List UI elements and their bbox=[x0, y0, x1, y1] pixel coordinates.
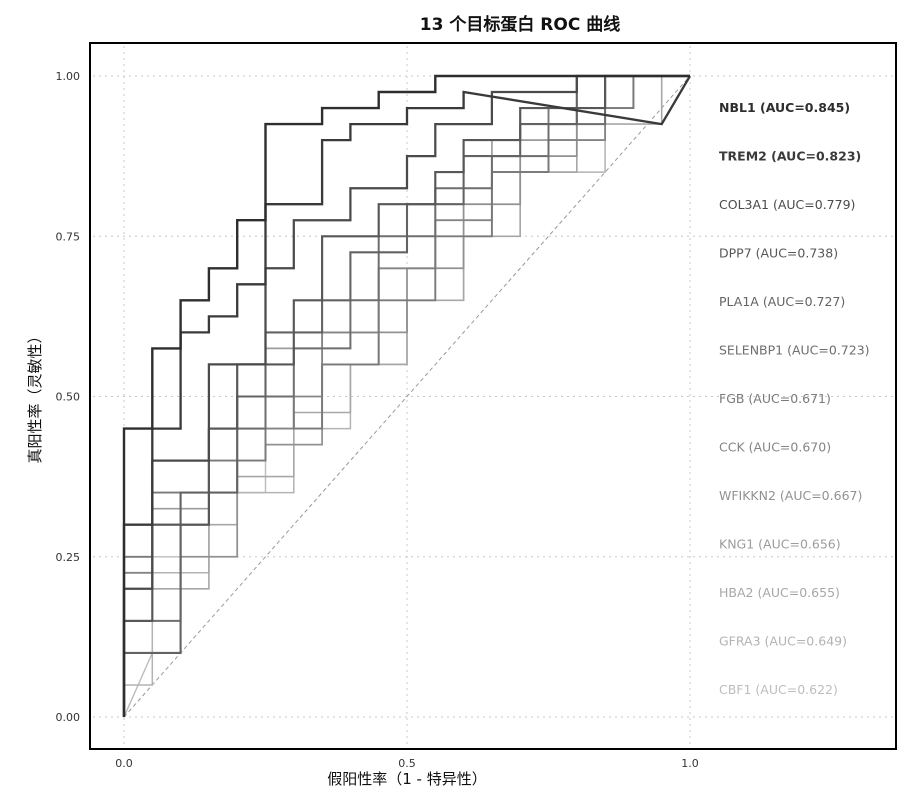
legend-entry: NBL1 (AUC=0.845) bbox=[719, 100, 850, 115]
y-tick-label: 1.00 bbox=[56, 70, 81, 83]
legend-entry: FGB (AUC=0.671) bbox=[719, 391, 831, 406]
legend-entry: HBA2 (AUC=0.655) bbox=[719, 585, 840, 600]
legend-entry: DPP7 (AUC=0.738) bbox=[719, 246, 838, 261]
x-axis-label: 假阳性率（1 - 特异性） bbox=[327, 770, 487, 788]
legend-entry: PLA1A (AUC=0.727) bbox=[719, 294, 845, 309]
x-axis-ticks: 0.0 0.5 1.0 bbox=[115, 757, 699, 770]
roc-curve-1 bbox=[122, 74, 690, 717]
legend-entry: SELENBP1 (AUC=0.723) bbox=[719, 343, 870, 358]
legend-entry: WFIKKN2 (AUC=0.667) bbox=[719, 488, 862, 503]
plot-frame bbox=[89, 42, 897, 750]
roc-curves bbox=[122, 74, 691, 718]
y-axis-label: 真阳性率（灵敏性） bbox=[26, 328, 44, 463]
x-tick-label: 1.0 bbox=[681, 757, 699, 770]
x-tick-label: 0.5 bbox=[398, 757, 416, 770]
legend: NBL1 (AUC=0.845) TREM2 (AUC=0.823) COL3A1 … bbox=[719, 100, 870, 697]
legend-entry: TREM2 (AUC=0.823) bbox=[719, 149, 861, 164]
legend-entry: COL3A1 (AUC=0.779) bbox=[719, 197, 855, 212]
y-tick-label: 0.50 bbox=[56, 391, 81, 404]
legend-entry: KNG1 (AUC=0.656) bbox=[719, 537, 841, 552]
roc-curve-4 bbox=[122, 74, 690, 717]
reference-diagonal bbox=[123, 75, 691, 718]
x-tick-label: 0.0 bbox=[115, 757, 133, 770]
roc-curve-2 bbox=[122, 75, 691, 717]
y-axis-ticks: 0.00 0.25 0.50 0.75 1.00 bbox=[56, 70, 81, 724]
y-tick-label: 0.25 bbox=[56, 551, 81, 564]
y-tick-label: 0.00 bbox=[56, 711, 81, 724]
legend-entry: GFRA3 (AUC=0.649) bbox=[719, 634, 847, 649]
chart-title: 13 个目标蛋白 ROC 曲线 bbox=[420, 14, 620, 35]
legend-entry: CBF1 (AUC=0.622) bbox=[719, 682, 838, 697]
y-tick-label: 0.75 bbox=[56, 230, 81, 243]
legend-entry: CCK (AUC=0.670) bbox=[719, 440, 831, 455]
roc-curve-3 bbox=[122, 74, 690, 717]
diagonal-reference-line bbox=[123, 75, 691, 718]
